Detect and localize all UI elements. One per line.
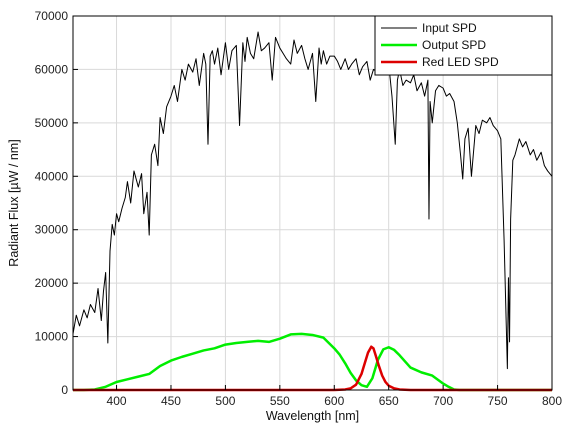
tick-labels: 400 450 500 550 600 650 700 750 800 0 10000 20000 30… [35, 9, 563, 408]
y-tick-label: 40000 [35, 169, 69, 183]
y-tick-label: 50000 [35, 116, 69, 130]
x-tick-label: 650 [379, 394, 399, 408]
y-axis-title: Radiant Flux [µW / nm] [7, 139, 21, 266]
y-tick-label: 0 [61, 383, 68, 397]
x-tick-label: 700 [433, 394, 453, 408]
y-tick-label: 10000 [35, 330, 69, 344]
series-lines [72, 31, 553, 392]
plot-frame [72, 15, 553, 391]
legend-label-output-spd: Output SPD [422, 38, 486, 52]
y-tick-label: 30000 [35, 223, 69, 237]
series-red-led-spd [73, 345, 552, 392]
axis-ticks [73, 15, 553, 391]
legend-label-red-led-spd: Red LED SPD [422, 55, 499, 69]
x-tick-label: 450 [161, 394, 181, 408]
x-tick-label: 500 [215, 394, 235, 408]
x-tick-label: 750 [488, 394, 508, 408]
y-tick-label: 70000 [35, 9, 69, 23]
x-tick-label: 800 [542, 394, 562, 408]
y-tick-label: 20000 [35, 276, 69, 290]
y-tick-label: 60000 [35, 62, 69, 76]
x-axis-title: Wavelength [nm] [266, 409, 359, 423]
legend: Input SPD Output SPD Red LED SPD [374, 15, 553, 76]
legend-label-input-spd: Input SPD [422, 21, 477, 35]
x-tick-label: 600 [324, 394, 344, 408]
series-input-spd [72, 31, 553, 370]
series-output-spd [73, 332, 552, 392]
x-tick-label: 550 [270, 394, 290, 408]
x-tick-label: 400 [107, 394, 127, 408]
